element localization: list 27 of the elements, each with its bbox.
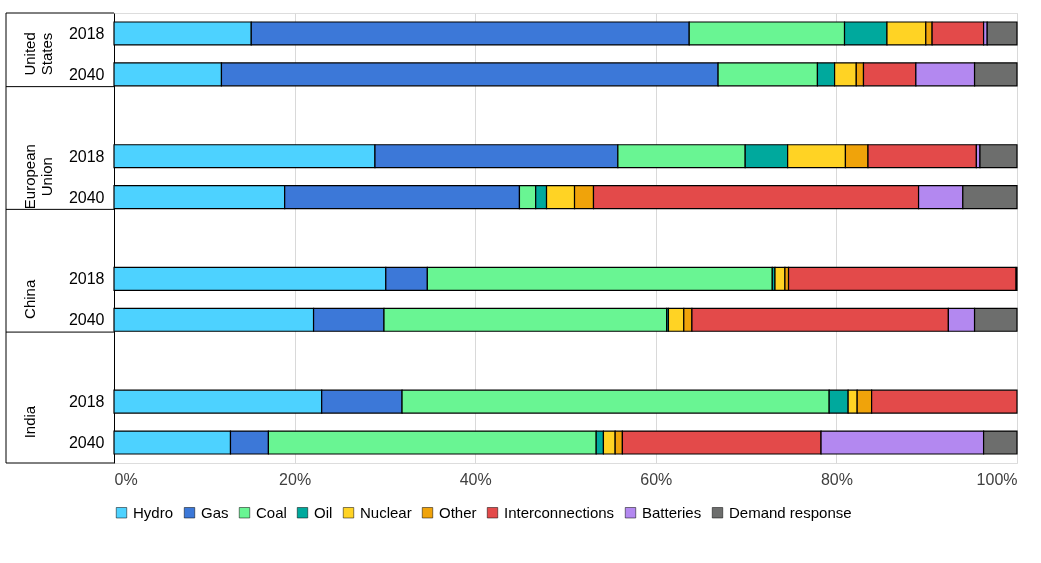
x-tick-label: 0%	[114, 470, 138, 488]
text: China	[21, 279, 38, 319]
legend-label: Gas	[201, 503, 229, 521]
legend-label: Coal	[256, 503, 287, 521]
y-tick-label: 2018	[68, 270, 105, 288]
legend-label: Demand response	[729, 503, 852, 521]
x-tick-label: 60%	[640, 470, 673, 488]
x-tick-label: 100%	[976, 470, 1018, 488]
y-tick-label: 2018	[68, 24, 105, 42]
text: India	[21, 405, 38, 439]
legend-label: Batteries	[642, 503, 702, 521]
y-tick-label: 2040	[68, 188, 105, 206]
x-tick-label: 40%	[459, 470, 492, 488]
text: United States	[21, 32, 55, 76]
y-tick-label: 2018	[68, 393, 105, 411]
legend-label: Oil	[314, 503, 333, 521]
legend-label: Hydro	[133, 503, 174, 521]
y-tick-label: 2040	[68, 434, 105, 452]
legend-label: Interconnections	[504, 503, 615, 521]
y-tick-label: 2018	[68, 147, 105, 165]
legend-label: Other	[439, 503, 477, 521]
legend-label: Nuclear	[360, 503, 412, 521]
x-tick-label: 20%	[279, 470, 312, 488]
x-tick-label: 80%	[820, 470, 853, 488]
y-tick-label: 2040	[68, 65, 105, 83]
text: European Union	[21, 144, 55, 210]
y-tick-label: 2040	[68, 311, 105, 329]
